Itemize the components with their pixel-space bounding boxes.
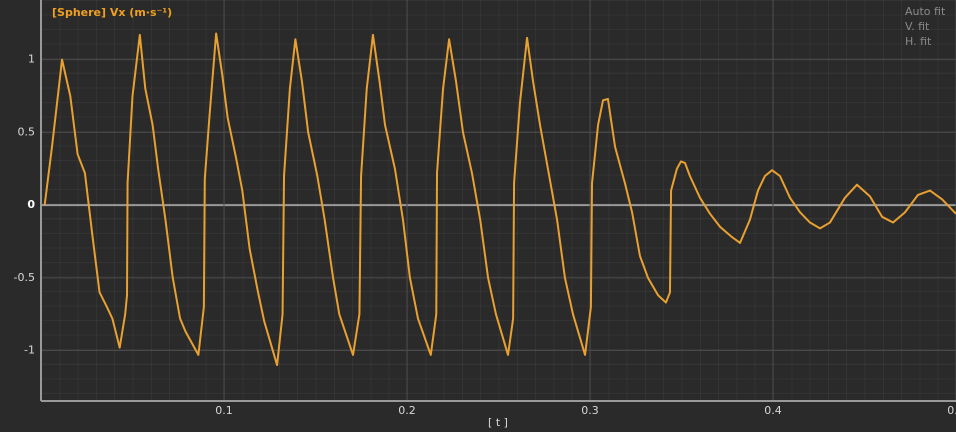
x-tick-label: 0.1 — [215, 404, 233, 417]
y-tick-label: 1 — [28, 53, 35, 66]
y-tick-label: 0.5 — [18, 125, 36, 138]
grid — [41, 0, 956, 400]
x-tick-label: 0.4 — [764, 404, 782, 417]
auto-fit-button[interactable]: Auto fit — [905, 5, 946, 18]
x-tick-label: 0.5 — [947, 404, 956, 417]
y-tick-label: 0 — [27, 198, 35, 211]
y-tick-label: -1 — [24, 344, 35, 357]
plot — [43, 32, 956, 367]
v-fit-button[interactable]: V. fit — [905, 20, 930, 33]
minor-grid — [41, 0, 956, 400]
data-line — [43, 32, 956, 367]
x-tick-label: 0.2 — [398, 404, 416, 417]
x-axis-label: [ t ] — [488, 416, 508, 429]
h-fit-button[interactable]: H. fit — [905, 35, 932, 48]
y-tick-label: -0.5 — [14, 271, 35, 284]
x-tick-label: 0.3 — [581, 404, 599, 417]
chart-title: [Sphere] Vx (m·s⁻¹) — [52, 6, 172, 19]
